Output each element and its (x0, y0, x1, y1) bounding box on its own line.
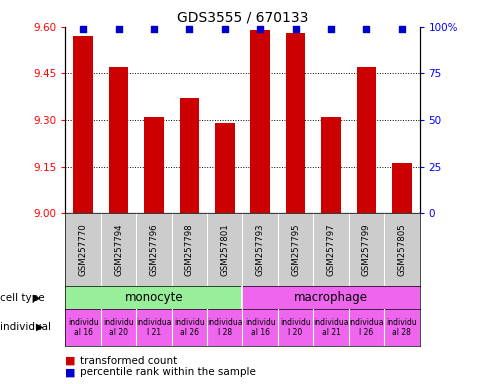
Text: macrophage: macrophage (293, 291, 367, 304)
Bar (108, 67, 128, 213)
Text: individu
al 16: individu al 16 (244, 318, 275, 337)
Bar (179, 98, 199, 213)
Text: individua
l 26: individua l 26 (348, 318, 383, 337)
Bar (65, 309, 101, 346)
Text: GSM257793: GSM257793 (255, 223, 264, 276)
Bar (136, 309, 171, 346)
Point (397, 26, 405, 32)
Text: ■: ■ (65, 367, 76, 377)
Text: GSM257805: GSM257805 (396, 223, 406, 276)
Bar (144, 117, 164, 213)
Text: ■: ■ (65, 356, 76, 366)
Bar (207, 309, 242, 346)
Point (362, 26, 369, 32)
Text: GSM257795: GSM257795 (290, 223, 300, 276)
Bar (73, 36, 93, 213)
Text: ▶: ▶ (33, 293, 40, 303)
Bar (214, 123, 234, 213)
Text: individu
l 20: individu l 20 (280, 318, 310, 337)
Bar (242, 309, 277, 346)
Text: GSM257798: GSM257798 (184, 223, 194, 276)
Text: GSM257801: GSM257801 (220, 223, 229, 276)
Text: ▶: ▶ (36, 322, 43, 332)
Text: individual: individual (0, 322, 51, 332)
Text: GSM257799: GSM257799 (361, 223, 370, 276)
Text: individua
al 21: individua al 21 (313, 318, 348, 337)
Bar (171, 309, 207, 346)
Bar (320, 117, 340, 213)
Text: individu
al 28: individu al 28 (386, 318, 416, 337)
Text: GSM257770: GSM257770 (78, 223, 88, 276)
Bar (285, 33, 305, 213)
Point (185, 26, 193, 32)
Bar (242, 286, 419, 309)
Title: GDS3555 / 670133: GDS3555 / 670133 (177, 10, 307, 24)
Text: individu
al 26: individu al 26 (174, 318, 204, 337)
Bar (383, 309, 419, 346)
Text: GSM257797: GSM257797 (326, 223, 335, 276)
Bar (356, 67, 376, 213)
Text: GSM257796: GSM257796 (149, 223, 158, 276)
Text: cell type: cell type (0, 293, 45, 303)
Point (79, 26, 87, 32)
Point (256, 26, 263, 32)
Bar (391, 164, 411, 213)
Text: GSM257794: GSM257794 (114, 223, 123, 276)
Bar (101, 309, 136, 346)
Text: individu
al 16: individu al 16 (68, 318, 98, 337)
Text: individua
l 28: individua l 28 (207, 318, 242, 337)
Bar (277, 309, 313, 346)
Point (291, 26, 299, 32)
Point (220, 26, 228, 32)
Text: percentile rank within the sample: percentile rank within the sample (80, 367, 256, 377)
Text: transformed count: transformed count (80, 356, 177, 366)
Text: monocyte: monocyte (124, 291, 183, 304)
Point (150, 26, 157, 32)
Point (114, 26, 122, 32)
Bar (313, 309, 348, 346)
Text: individua
l 21: individua l 21 (136, 318, 171, 337)
Text: individu
al 20: individu al 20 (103, 318, 134, 337)
Bar (250, 30, 270, 213)
Bar (65, 286, 242, 309)
Point (326, 26, 334, 32)
Bar (348, 309, 383, 346)
